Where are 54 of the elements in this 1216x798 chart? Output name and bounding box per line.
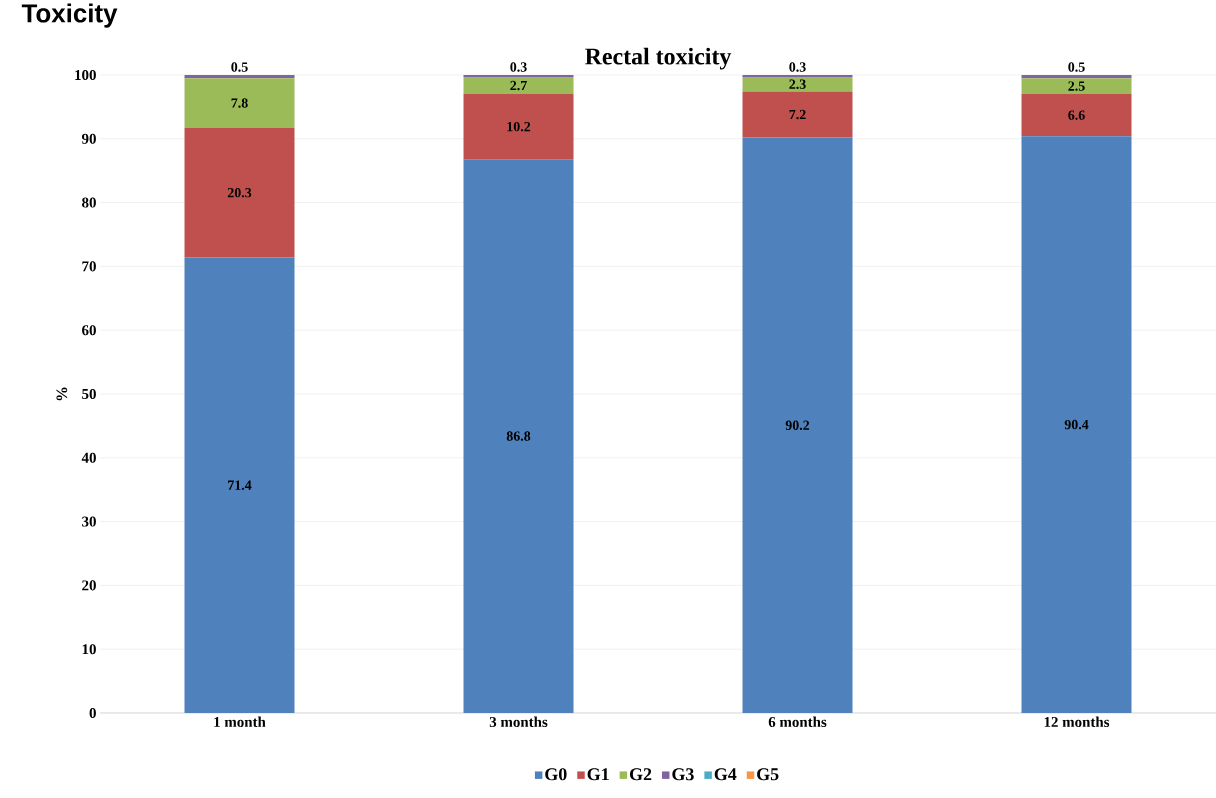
data-label: 0.3 <box>510 62 527 72</box>
y-tick-label: 60 <box>82 325 96 336</box>
legend-label: G2 <box>629 768 652 781</box>
data-label: 6.6 <box>1068 110 1085 120</box>
bar <box>742 76 853 92</box>
data-label: 90.4 <box>1064 419 1089 430</box>
bar <box>184 74 295 79</box>
bar <box>1021 78 1132 95</box>
bar <box>184 127 295 258</box>
bar <box>463 159 574 713</box>
legend-label: G1 <box>587 768 609 781</box>
bar <box>742 137 853 713</box>
y-tick-label: 0 <box>89 707 96 719</box>
chart-title: Rectal toxicity <box>585 47 732 70</box>
x-tick-label: 12 months <box>1044 716 1110 728</box>
x-tick-label: 6 months <box>768 716 827 728</box>
legend-label: G3 <box>672 768 694 781</box>
y-tick-label: 80 <box>82 197 96 208</box>
data-label: 20.3 <box>227 187 252 198</box>
bar <box>184 78 295 128</box>
bar <box>184 257 295 713</box>
y-tick-label: 90 <box>81 133 96 144</box>
y-tick-label: 70 <box>82 261 96 272</box>
y-tick-label: 100 <box>75 69 96 81</box>
x-tick-label: 3 months <box>489 716 548 728</box>
y-tick-label: 50 <box>82 388 96 400</box>
bar <box>463 76 574 95</box>
x-tick-label: 1 month <box>214 716 266 728</box>
data-label: 90.2 <box>785 420 810 430</box>
y-tick-label: 10 <box>82 644 96 655</box>
bar <box>1021 74 1132 79</box>
data-label: 7.8 <box>231 98 248 108</box>
data-label: 86.8 <box>506 431 531 441</box>
bar <box>742 91 853 138</box>
data-label: 71.4 <box>228 480 252 490</box>
data-label: 0.5 <box>1068 62 1085 72</box>
bar <box>463 94 574 160</box>
y-tick-label: 40 <box>81 452 96 463</box>
bar <box>1021 94 1132 137</box>
data-label: 7.2 <box>789 109 806 120</box>
data-label: 10.2 <box>507 121 531 132</box>
legend-label: G5 <box>757 768 779 781</box>
data-label: 2.5 <box>1068 81 1085 91</box>
y-tick-label: 20 <box>82 580 96 591</box>
legend-label: G4 <box>714 768 737 781</box>
data-label: 2.7 <box>510 80 527 91</box>
bar <box>1021 136 1132 713</box>
data-label: 2.3 <box>789 79 806 89</box>
data-label: 0.3 <box>789 62 806 72</box>
data-label: 0.5 <box>231 62 248 72</box>
y-axis-title: % <box>56 387 68 401</box>
y-tick-label: 30 <box>82 516 96 527</box>
legend-label: G0 <box>545 768 567 781</box>
text: Toxicity <box>21 3 118 28</box>
